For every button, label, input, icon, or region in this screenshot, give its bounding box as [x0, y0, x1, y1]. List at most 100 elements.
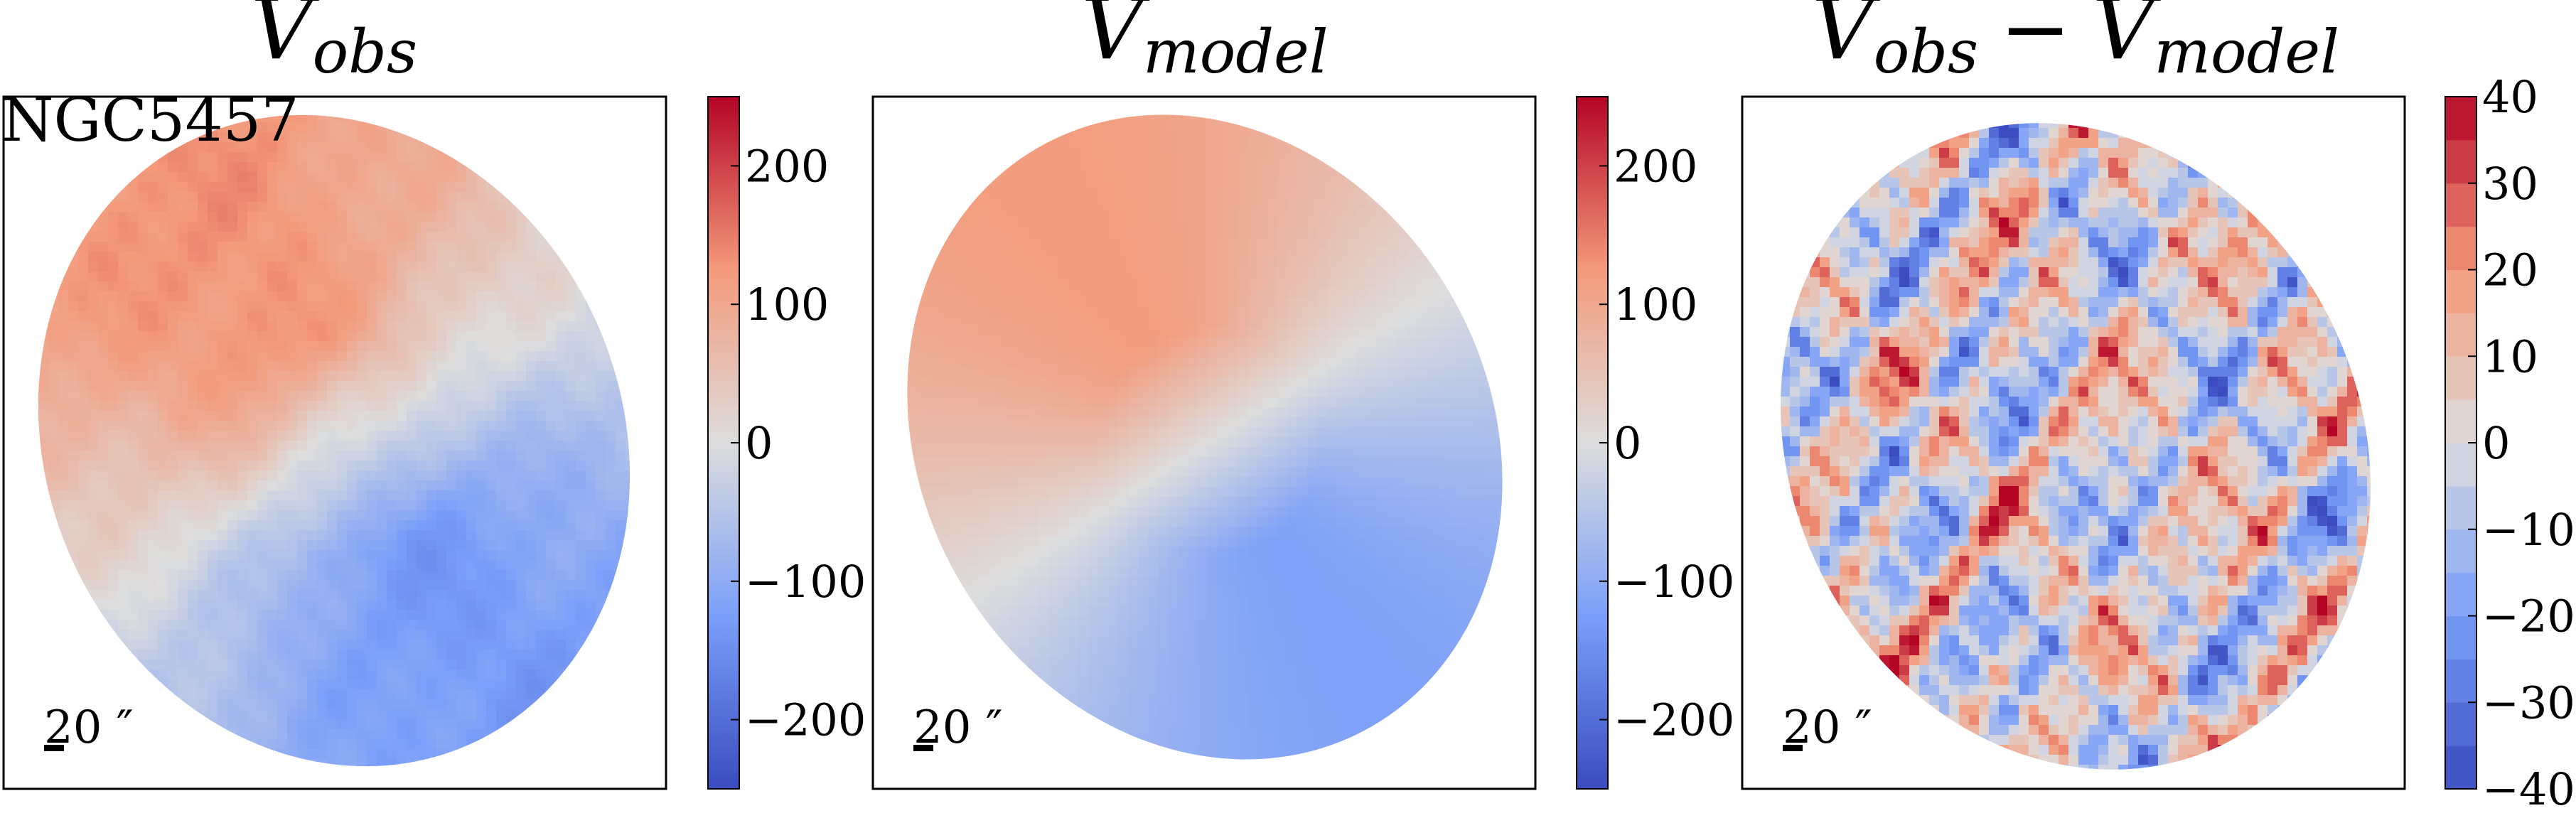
field-cell: [546, 610, 557, 620]
field-cell: [78, 461, 89, 471]
field-cell: [407, 600, 417, 610]
field-cell: [526, 252, 537, 262]
field-cell: [297, 610, 308, 620]
field-cell: [1039, 119, 1049, 129]
field-cell: [1009, 129, 1019, 139]
field-cell: [188, 172, 198, 183]
field-cell: [506, 530, 517, 541]
field-cell: [138, 281, 149, 292]
field-cell: [337, 381, 348, 392]
field-cell: [476, 520, 487, 531]
field-cell: [88, 291, 99, 302]
field-cell: [1307, 89, 1318, 99]
field-cell: [616, 252, 626, 262]
field-cell: [188, 321, 198, 332]
field-cell: [387, 699, 397, 710]
field-cell: [1188, 149, 1198, 159]
field-cell: [616, 401, 626, 411]
field-cell: [1198, 158, 1208, 169]
field-cell: [476, 222, 487, 232]
field-cell: [606, 222, 616, 232]
field-cell: [1387, 168, 1397, 179]
field-cell: [1506, 129, 1517, 139]
field-cell: [367, 162, 377, 173]
field-cell: [635, 500, 646, 511]
field-cell: [178, 192, 188, 203]
field-cell: [1407, 99, 1417, 109]
field-cell: [606, 102, 616, 113]
field-cell: [287, 451, 298, 461]
field-cell: [357, 232, 367, 242]
field-cell: [426, 480, 437, 491]
field-cell: [456, 321, 467, 332]
field-cell: [118, 461, 129, 471]
field-cell: [218, 162, 228, 173]
field-cell: [486, 122, 497, 133]
field-cell: [626, 689, 636, 700]
field-cell: [367, 580, 377, 591]
field-cell: [417, 132, 427, 143]
field-cell: [436, 620, 447, 630]
field-cell: [118, 242, 129, 252]
field-cell: [1218, 178, 1228, 189]
field-cell: [635, 321, 646, 332]
field-cell: [1128, 99, 1139, 109]
field-cell: [78, 281, 89, 292]
field-cell: [506, 749, 517, 760]
field-cell: [556, 640, 567, 650]
field-cell: [586, 470, 596, 481]
field-cell: [909, 89, 920, 99]
field-cell: [1447, 158, 1457, 169]
field-cell: [486, 431, 497, 441]
field-cell: [456, 699, 467, 710]
field-cell: [397, 132, 407, 143]
field-cell: [566, 540, 576, 551]
field-cell: [317, 192, 328, 203]
field-cell: [227, 470, 238, 481]
field-cell: [208, 650, 218, 660]
field-cell: [566, 749, 576, 760]
field-cell: [476, 242, 487, 252]
field-cell: [586, 401, 596, 411]
field-cell: [486, 112, 497, 123]
field-cell: [1108, 158, 1119, 169]
field-cell: [536, 520, 547, 531]
field-cell: [158, 689, 168, 700]
field-cell: [267, 480, 278, 491]
field-cell: [387, 421, 397, 431]
field-cell: [68, 301, 79, 312]
field-cell: [48, 431, 59, 441]
field-cell: [198, 520, 208, 531]
field-cell: [476, 580, 487, 591]
field-cell: [188, 431, 198, 441]
field-cell: [456, 142, 467, 153]
field-cell: [257, 590, 268, 601]
field-cell: [277, 212, 288, 222]
field-cell: [635, 371, 646, 382]
field-cell: [397, 212, 407, 222]
field-cell: [486, 391, 497, 402]
field-cell: [237, 421, 248, 431]
field-cell: [466, 660, 477, 670]
field-cell: [446, 749, 457, 760]
field-cell: [1397, 109, 1407, 119]
field-cell: [556, 550, 567, 561]
field-cell: [237, 122, 248, 133]
field-cell: [188, 242, 198, 252]
field-cell: [198, 301, 208, 312]
field-cell: [407, 222, 417, 232]
field-cell: [367, 311, 377, 322]
field-cell: [1039, 168, 1049, 179]
field-cell: [1456, 149, 1467, 159]
field-cell: [635, 530, 646, 541]
field-cell: [138, 490, 149, 501]
field-cell: [426, 550, 437, 561]
field-cell: [48, 391, 59, 402]
field-cell: [397, 610, 407, 620]
field-cell: [218, 719, 228, 730]
field-cell: [417, 192, 427, 203]
colorbar-tick-label: 100: [745, 279, 829, 330]
field-cell: [237, 719, 248, 730]
field-cell: [138, 401, 149, 411]
field-cell: [357, 530, 367, 541]
